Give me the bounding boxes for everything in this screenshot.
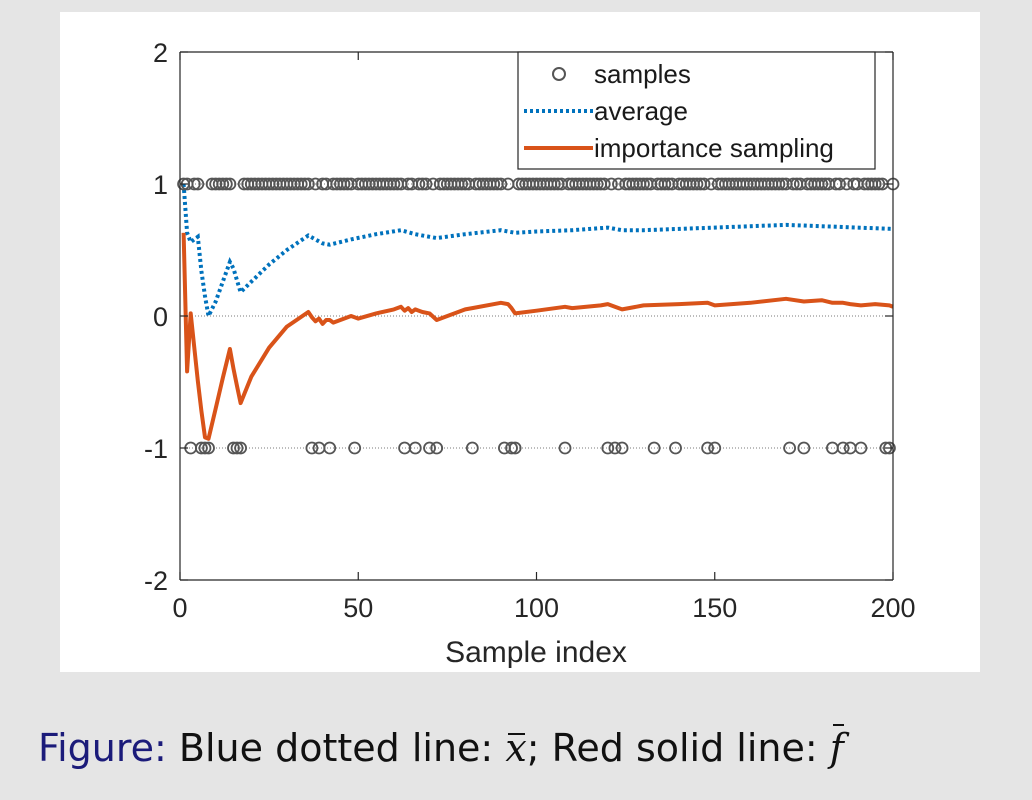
legend-samples-label: samples (594, 59, 691, 89)
sample-marker (494, 177, 508, 191)
sample-marker (408, 441, 422, 455)
caption-symbol-xbar: x (505, 726, 527, 770)
sample-marker (854, 441, 868, 455)
sample-marker (647, 441, 661, 455)
y-tick-label: -1 (144, 434, 168, 464)
caption-separator: ; (526, 726, 540, 770)
x-tick-label: 50 (343, 593, 373, 623)
sample-marker (202, 441, 215, 455)
y-tick-label: 2 (153, 38, 168, 68)
sample-marker (590, 177, 604, 191)
sample-marker (669, 441, 682, 455)
importance-sampling-line (181, 232, 894, 441)
sample-marker (430, 441, 444, 455)
sample-marker (608, 441, 622, 455)
sample-marker (219, 177, 233, 191)
sample-marker (786, 177, 800, 191)
legend-importance-label: importance sampling (594, 133, 834, 163)
sample-marker (455, 177, 469, 191)
legend: samples average importance sampling (517, 51, 876, 170)
sample-marker (294, 177, 308, 191)
sample-marker (883, 441, 896, 455)
sample-marker (701, 441, 715, 455)
sample-marker (230, 441, 244, 455)
y-tick-label: 0 (153, 302, 168, 332)
sample-marker (597, 177, 611, 191)
sample-marker (465, 441, 479, 455)
sample-marker (412, 177, 426, 191)
sample-marker (872, 177, 886, 191)
x-axis-title: Sample index (445, 636, 627, 669)
sample-marker (234, 441, 248, 455)
sample-marker (658, 177, 672, 191)
sample-marker (194, 441, 208, 455)
x-tick-label: 200 (870, 593, 915, 623)
sample-marker (833, 177, 846, 191)
x-tick-label: 150 (692, 593, 737, 623)
sample-marker (387, 177, 401, 191)
sample-marker (223, 177, 237, 191)
x-tick-label: 100 (514, 593, 559, 623)
series-importance-sampling (181, 232, 894, 441)
caption-symbol-fbar: f (829, 726, 844, 770)
sample-marker (868, 177, 882, 191)
sample-marker (227, 441, 240, 455)
sample-marker (419, 177, 433, 191)
sample-marker (487, 177, 501, 191)
x-tick-label: 0 (172, 593, 187, 623)
sample-marker (690, 177, 704, 191)
sample-marker (558, 441, 572, 455)
sample-marker (191, 177, 205, 191)
figure-caption: Figure: Blue dotted line: x; Red solid l… (38, 726, 1018, 786)
series-average (181, 183, 894, 323)
sample-marker (323, 441, 337, 455)
sample-marker (772, 177, 786, 191)
caption-red-text: Red solid line: (551, 726, 818, 770)
average-line (181, 183, 894, 323)
sample-marker (697, 177, 711, 191)
chart: 0 50 100 150 200 -2 -1 0 1 2 Sample index samples… (144, 38, 916, 669)
sample-marker (615, 441, 629, 455)
sample-marker (508, 441, 522, 455)
sample-marker (783, 441, 797, 455)
sample-marker (423, 441, 436, 455)
sample-marker (198, 441, 212, 455)
sample-marker (604, 177, 618, 191)
ticks: 0 50 100 150 200 -2 -1 0 1 2 (144, 38, 916, 623)
sample-marker (505, 441, 518, 455)
sample-marker (337, 177, 351, 191)
caption-prefix: Figure: (38, 726, 167, 770)
sample-marker (547, 177, 561, 191)
y-tick-label: 1 (153, 170, 168, 200)
figure-panel: 0 50 100 150 200 -2 -1 0 1 2 Sample index samples… (60, 12, 980, 672)
legend-average-label: average (594, 96, 688, 126)
sample-marker (216, 177, 230, 191)
sample-marker (708, 441, 722, 455)
sample-marker (348, 441, 362, 455)
sample-marker (815, 177, 829, 191)
sample-marker (836, 441, 850, 455)
sample-marker (305, 441, 319, 455)
sample-marker (637, 177, 650, 191)
sample-marker (797, 441, 811, 455)
y-tick-label: -2 (144, 566, 168, 596)
series-samples (177, 177, 900, 455)
sample-marker (601, 441, 615, 455)
caption-blue-text: Blue dotted line: (178, 726, 494, 770)
legend-samples-marker (552, 67, 566, 81)
sample-marker (301, 177, 315, 191)
sample-marker (187, 177, 201, 191)
